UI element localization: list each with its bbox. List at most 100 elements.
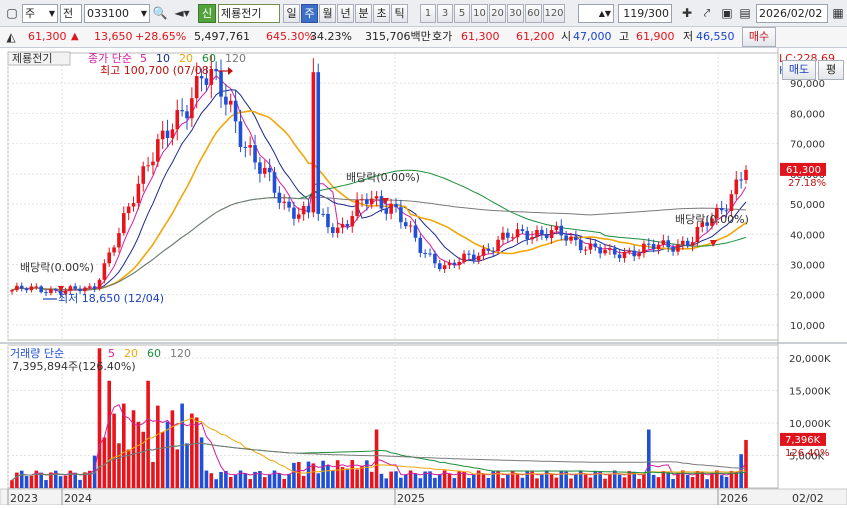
- crosshair-icon[interactable]: ✚: [681, 6, 693, 20]
- candle: [350, 216, 355, 227]
- volume-bar: [44, 480, 48, 488]
- period-tab[interactable]: 틱: [391, 4, 408, 23]
- name-tag-box: [7, 51, 71, 66]
- volume-bar: [622, 477, 627, 488]
- candle: [365, 199, 369, 204]
- candle: [107, 252, 112, 264]
- period-tab[interactable]: 분: [355, 4, 372, 23]
- interval-button[interactable]: 60: [525, 4, 542, 23]
- speaker-icon[interactable]: ◄▾: [174, 6, 190, 20]
- interval-spin[interactable]: ▲▼: [578, 4, 614, 23]
- candle: [739, 179, 743, 181]
- volume-bar: [194, 417, 199, 488]
- volume-bar: [316, 473, 321, 488]
- candle: [258, 162, 262, 174]
- market-select[interactable]: 주 ▼: [22, 4, 58, 23]
- candle: [646, 243, 651, 245]
- volume-bar: [389, 471, 393, 488]
- volume-bar: [467, 478, 471, 488]
- volume-bar: [661, 471, 666, 488]
- low-note: 최저 18,650 (12/04): [58, 292, 164, 305]
- volume-bar: [564, 471, 568, 488]
- candle: [39, 286, 43, 293]
- chevron-up-icon[interactable]: ◭: [6, 30, 16, 44]
- calendar-icon[interactable]: ▦: [832, 6, 844, 20]
- type-select[interactable]: 전: [60, 4, 82, 23]
- search-icon[interactable]: 🔍: [152, 6, 168, 20]
- candle: [574, 236, 578, 241]
- candle: [384, 208, 389, 214]
- volume-bar: [681, 470, 685, 488]
- candle: [608, 248, 612, 250]
- candle: [467, 253, 471, 255]
- candle: [476, 255, 481, 261]
- high-price: 61,900: [636, 30, 675, 43]
- trade-amount: 315,706백만: [365, 30, 431, 43]
- period-tab[interactable]: 일: [283, 4, 300, 23]
- interval-button[interactable]: 10: [471, 4, 488, 23]
- interval-button[interactable]: 30: [507, 4, 524, 23]
- volume-bar: [122, 403, 126, 488]
- volume-bar: [578, 470, 583, 488]
- sell-button[interactable]: 매도: [782, 60, 816, 80]
- dividend-label: 배당락(0.00%): [675, 213, 749, 226]
- ma-line: [11, 110, 747, 291]
- stock-chart[interactable]: 90,00080,00070,00060,00050,00040,00030,0…: [0, 48, 847, 506]
- candle: [695, 226, 700, 243]
- high-note: 최고 100,700 (07/08): [100, 64, 213, 77]
- candle: [603, 249, 607, 254]
- interval-button[interactable]: 3: [437, 4, 453, 23]
- save-icon[interactable]: ▣: [721, 6, 733, 20]
- period-tab[interactable]: 초: [373, 4, 390, 23]
- extra-button[interactable]: 평: [818, 60, 844, 80]
- stock-code-input[interactable]: 033100 ▼: [84, 4, 150, 23]
- volume-y-tick: 10,000K: [789, 419, 831, 430]
- y-tick: 40,000: [790, 230, 825, 241]
- high-arrow-head: [228, 67, 233, 75]
- interval-button[interactable]: 120: [543, 4, 565, 23]
- volume-bar: [501, 478, 505, 488]
- dividend-arrow: [382, 198, 389, 205]
- candle: [277, 192, 282, 203]
- candle: [583, 249, 588, 251]
- window-menu-icon[interactable]: ▢: [6, 6, 18, 20]
- volume-bar: [185, 443, 189, 488]
- candle: [496, 239, 500, 252]
- candle: [24, 288, 29, 291]
- volume-bar: [447, 474, 452, 488]
- volume-bar: [632, 471, 636, 488]
- volume-bar: [705, 479, 709, 488]
- volume-bar: [437, 474, 442, 488]
- bid-price: 61,200: [516, 30, 555, 43]
- candle: [428, 253, 432, 255]
- interval-button[interactable]: 5: [454, 4, 470, 23]
- open-price: 47,000: [573, 30, 612, 43]
- date-input[interactable]: 2026/02/02: [756, 4, 828, 23]
- candle: [160, 130, 165, 140]
- period-tab[interactable]: 주: [301, 4, 318, 23]
- quote-bar: ◭ 61,300 ▲ 13,650 +28.65% 5,497,761 645.…: [0, 27, 847, 48]
- y-tick: 30,000: [790, 260, 825, 271]
- interval-button[interactable]: 20: [489, 4, 506, 23]
- volume-bar: [292, 462, 296, 488]
- dividend-label: 배당락(0.00%): [346, 171, 420, 184]
- print-icon[interactable]: ▤: [739, 6, 751, 20]
- count-display[interactable]: 119/300: [618, 4, 672, 23]
- candle: [685, 240, 690, 246]
- buy-button[interactable]: 매수: [742, 27, 776, 47]
- candle: [418, 237, 423, 253]
- candle: [262, 167, 267, 174]
- hoga-label: 호가: [432, 30, 453, 43]
- candle: [340, 223, 345, 228]
- period-tab[interactable]: 년: [337, 4, 354, 23]
- chart-area[interactable]: 90,00080,00070,00060,00050,00040,00030,0…: [0, 48, 847, 506]
- volume-bar: [588, 477, 593, 488]
- period-tab[interactable]: 월: [319, 4, 336, 23]
- volume-bar: [160, 431, 165, 488]
- interval-button[interactable]: 1: [420, 4, 436, 23]
- volume-bar: [408, 470, 413, 488]
- volume-bar: [141, 431, 146, 488]
- candle: [744, 169, 748, 181]
- trend-icon[interactable]: ⤤: [703, 6, 711, 20]
- volume-bar: [24, 476, 29, 488]
